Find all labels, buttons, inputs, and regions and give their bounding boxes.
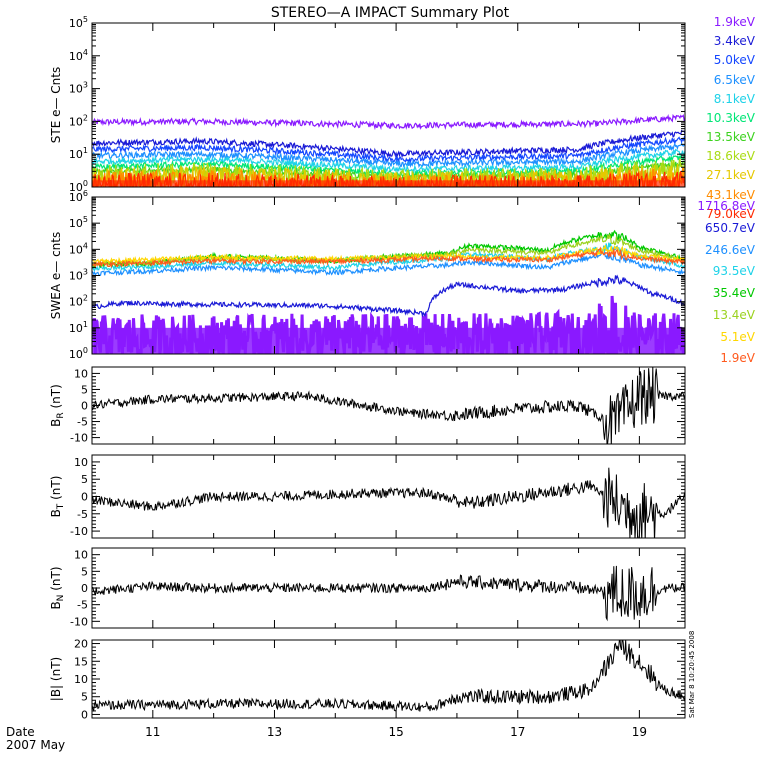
swea-ytick-label: 105 [69,215,88,230]
ste-legend-entry: 79.0keV [706,207,756,221]
ste-legend-entry: 3.4keV [714,34,756,48]
bn-ytick-label: -10 [70,615,88,628]
ste-legend-entry: 1.9keV [714,15,756,29]
bn-series-0-line [92,565,685,622]
ste-data [92,113,685,187]
panel-swea: 100 101 102 103 104 105 106 SWEA e— cnts [49,189,686,361]
bt-ylabel: BT (nT) [49,476,66,518]
swea-ytick-label: 106 [69,189,88,204]
x-tick-label: 13 [267,725,282,739]
ste-ylabel: STE e— Cnts [49,67,63,143]
swea-ytick-label: 104 [69,241,88,256]
panel-bt: 10 5 0 -5 -10 BT (nT) [49,454,686,539]
panel-ste: 100 101 102 103 104 105 STE e— Cnts [49,15,686,194]
swea-ytick-label: 103 [69,268,88,283]
swea-legend-entry: 1716.8eV [697,199,755,213]
bmag-ytick-label: 10 [74,673,88,686]
swea-series-650-7ev-line [92,274,685,318]
bt-ytick-label: -5 [77,508,88,521]
bt-series-0-line [92,467,685,538]
bn-ylabel: BN (nT) [49,566,66,609]
br-ytick-label: 0 [81,400,88,413]
bn-ytick-label: 0 [81,582,88,595]
bmag-ytick-label: 15 [74,655,88,668]
x-tick-label: 15 [388,725,403,739]
ste-ytick-label: 101 [69,146,88,161]
br-ylabel: BR (nT) [49,384,66,427]
x-tick-label: 19 [632,725,647,739]
bn-data [92,565,685,622]
ste-series-3-4kev-line [92,129,685,159]
bt-ytick-label: -10 [70,525,88,538]
bt-ytick-label: 10 [74,456,88,469]
ste-legend-entry: 10.3keV [706,111,756,125]
ste-ytick-label: 105 [69,15,88,30]
ste-legend-entry: 6.5keV [714,73,756,87]
ste-ytick-label: 104 [69,48,88,63]
panel-bmag: 20 15 10 5 0 |B| (nT) [49,638,686,721]
swea-legend-entry: 246.6eV [705,243,756,257]
swea-series-246-6ev-line [92,250,685,277]
swea-data [92,229,685,354]
ste-series-8-1kev-line [92,148,685,174]
ste-ytick-label: 103 [69,81,88,96]
x-tick-label: 17 [510,725,525,739]
br-ytick-label: -10 [70,432,88,445]
swea-legend-entry: 35.4eV [713,286,756,300]
panel-br: 10 5 0 -5 -10 BR (nT) [49,366,686,445]
swea-ytick-label: 101 [69,320,88,335]
ste-legend-entry: 43.1keV [706,188,756,202]
ste-legend-entry: 8.1keV [714,92,756,106]
timestamp-note: Sat Mar 8 10:20:45 2008 [688,631,696,718]
bmag-ytick-label: 0 [81,708,88,721]
bmag-series-0-line [92,640,685,713]
x-axis: 11 13 15 17 19 [145,725,647,739]
br-data [92,367,685,444]
ste-ytick-label: 100 [69,179,88,194]
x-tick-label: 11 [145,725,160,739]
swea-legend-entry: 5.1eV [720,330,755,344]
date-value: 2007 May [6,738,65,752]
ste-floor-band [92,180,685,187]
plot-title: STEREO—A IMPACT Summary Plot [271,5,510,21]
ste-legend-entry: 5.0keV [714,53,756,67]
ste-series-6-5kev-line [92,142,685,169]
ste-series-5-0kev-line [92,135,685,165]
bn-ytick-label: 10 [74,549,88,562]
ste-frame [91,22,686,188]
swea-legend-entry: 1.9eV [720,351,755,365]
br-ytick-label: 5 [81,383,88,396]
ste-legend-entry: 27.1keV [706,168,756,182]
br-ytick-label: 10 [74,367,88,380]
bmag-ylabel: |B| (nT) [49,657,63,701]
panel-bn: 10 5 0 -5 -10 BN (nT) [49,547,686,629]
swea-ylabel: SWEA e— cnts [49,232,63,319]
ste-ytick-label: 102 [69,113,88,128]
br-ytick-label: -5 [77,416,88,429]
ste-legend-entry: 13.5keV [706,130,756,144]
bmag-ytick-label: 5 [81,691,88,704]
ste-series-1-9kev-line [92,113,685,131]
bt-ytick-label: 0 [81,491,88,504]
br-series-0-line [92,367,685,444]
date-label: Date [6,725,35,739]
bmag-data [92,640,685,713]
bn-ytick-label: 5 [81,565,88,578]
swea-floor-band [92,327,685,354]
swea-ytick-label: 102 [69,294,88,309]
swea-legend-entry: 650.7eV [705,221,756,235]
ste-legend-entry: 18.6keV [706,149,756,163]
bt-data [92,467,685,538]
swea-legend-entry: 13.4eV [713,308,756,322]
swea-legend-entry: 93.5eV [713,264,756,278]
swea-ytick-label: 100 [69,346,88,361]
bt-ytick-label: 5 [81,473,88,486]
legends: 1.9keV 3.4keV 5.0keV 6.5keV 8.1keV 10.3keV 13.… [697,15,755,365]
bn-ytick-label: -5 [77,599,88,612]
bmag-ytick-label: 20 [74,638,88,651]
swea-series-1-9ev-line [92,246,685,269]
